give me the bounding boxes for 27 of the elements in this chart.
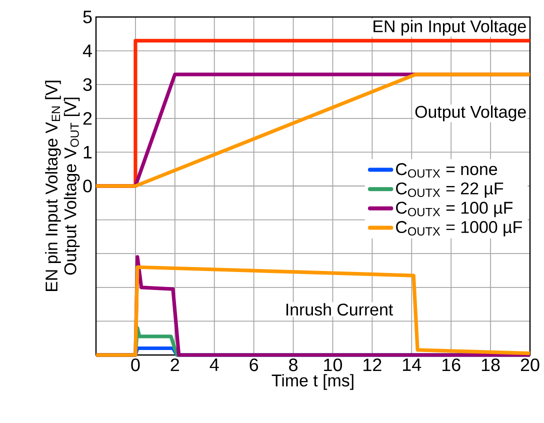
x-tick-label: 8: [289, 358, 298, 372]
x-tick-label: 14: [403, 358, 422, 371]
x-tick-label: 10: [324, 358, 342, 372]
y-tick-label: 1: [84, 146, 92, 158]
y-tick-label: 5: [83, 10, 92, 24]
x-tick-label: 12: [364, 358, 382, 372]
y-tick-label: 3: [83, 78, 92, 91]
y-tick-label: 4: [82, 44, 92, 57]
x-tick-label: 20: [520, 358, 540, 372]
legend-label: C$_{OUTX}$ = 22 µF: [396, 182, 504, 198]
x-tick-label: 0: [131, 358, 140, 372]
text: Output Voltage V$_{OUT}$ [V]: [64, 98, 80, 275]
x-tick-label: 16: [442, 358, 460, 372]
annotation: Output Voltage: [415, 105, 526, 122]
y-tick-label: 0: [83, 180, 92, 192]
annotation: Inrush Current: [286, 303, 394, 316]
x-tick-label: 18: [482, 358, 500, 372]
x-tick-label: 6: [250, 358, 258, 372]
y-axis-title: EN pin Input Voltage V$_{EN}$ [V]: [45, 80, 61, 292]
annotation: EN pin Input Voltage: [374, 20, 526, 36]
y-tick-label: 2: [83, 112, 92, 125]
x-axis-title: Time t [ms]: [272, 374, 354, 390]
legend-label: C$_{OUTX}$ = 100 µF: [396, 202, 513, 218]
x-tick-label: 2: [170, 358, 179, 372]
legend-label: C$_{OUTX}$ = 1000 µF: [396, 221, 522, 236]
x-tick-label: 4: [210, 358, 219, 371]
legend-label: C$_{OUTX}$ = none: [396, 163, 498, 178]
